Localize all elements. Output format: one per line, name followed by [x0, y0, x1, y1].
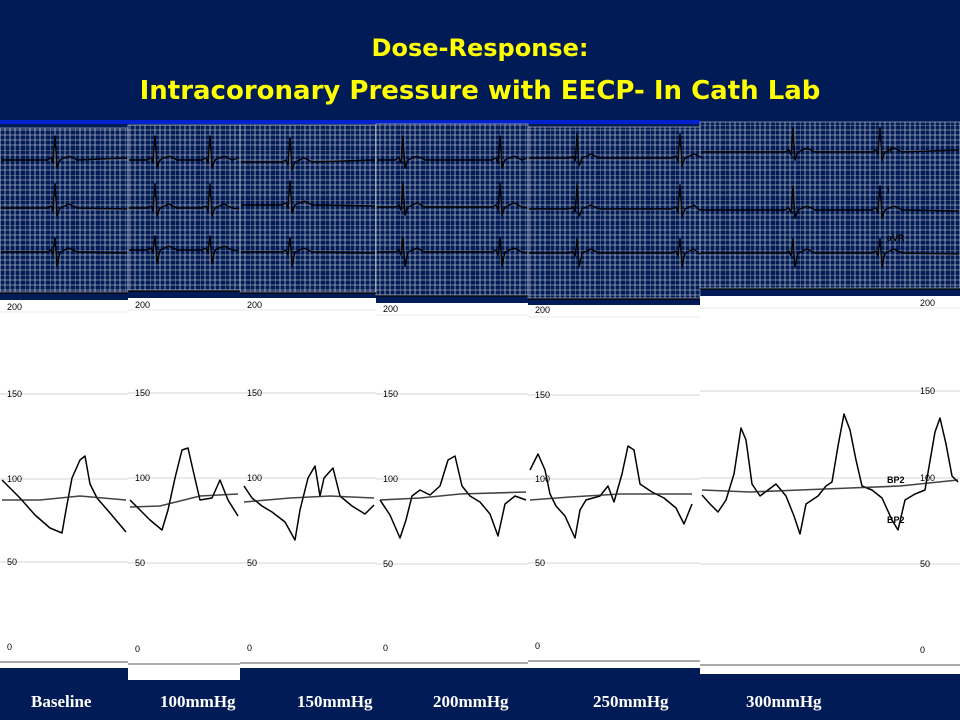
- mean-pressure-trace-4: [379, 491, 527, 501]
- scale-label-50: 50: [135, 558, 145, 568]
- pressure-panel: [376, 303, 528, 668]
- scale-label-100: 100: [383, 474, 398, 484]
- ecg-trace-3: [1, 235, 960, 268]
- scale-label-0: 0: [7, 642, 12, 652]
- scale-label-100: 100: [535, 474, 550, 484]
- ecg-panel: [376, 124, 528, 295]
- ecg-panel: [240, 125, 376, 292]
- pressure-trace-3: [243, 465, 375, 541]
- mean-pressure-trace-5: [529, 493, 692, 501]
- scale-label-0: 0: [247, 643, 252, 653]
- pressure-trace-6: [701, 413, 959, 535]
- ecg-lead-label-i: I: [887, 185, 890, 195]
- ecg-lead-label-ii: II: [887, 145, 892, 155]
- dose-label-bar: Baseline 100mmHg 150mmHg 200mmHg 250mmHg…: [0, 684, 960, 720]
- scale-label-50: 50: [7, 557, 17, 567]
- scale-label-150: 150: [7, 389, 22, 399]
- scale-label-100: 100: [7, 474, 22, 484]
- pressure-panel: [128, 298, 240, 680]
- dose-label-baseline: Baseline: [31, 692, 92, 711]
- dose-label-100: 100mmHg: [160, 692, 236, 711]
- scale-label-150: 150: [383, 389, 398, 399]
- pressure-trace-4: [379, 455, 527, 539]
- dose-label-300: 300mmHg: [746, 692, 822, 711]
- mean-pressure-trace-3: [243, 495, 375, 503]
- scale-label-100: 100: [247, 473, 262, 483]
- pressure-label-bp2-upper: BP2: [887, 475, 905, 485]
- tracing-waveforms: [1, 127, 960, 541]
- mean-pressure-trace-2: [129, 493, 239, 508]
- header-divider: [0, 120, 700, 124]
- ecg-lead-label-avr: aVR: [887, 233, 905, 243]
- pressure-panel: [528, 305, 700, 668]
- scale-label-200: 200: [247, 300, 262, 310]
- slide-header: Dose-Response: Intracoronary Pressure wi…: [0, 0, 960, 120]
- pressure-trace-1: [1, 455, 127, 534]
- scale-label-0: 0: [135, 644, 140, 654]
- scale-label-150: 150: [135, 388, 150, 398]
- pressure-panel: [700, 296, 960, 674]
- scale-label-150: 150: [247, 388, 262, 398]
- tracing-panels: [0, 121, 960, 680]
- ecg-panel-border: [699, 121, 960, 289]
- scale-label-100: 100: [920, 473, 935, 483]
- scale-label-200: 200: [535, 305, 550, 315]
- dose-label-250: 250mmHg: [593, 692, 669, 711]
- pressure-panel: [0, 300, 128, 668]
- pressure-trace-2: [129, 447, 239, 531]
- scale-label-150: 150: [920, 386, 935, 396]
- ecg-trace-2: [1, 180, 960, 219]
- scale-label-0: 0: [535, 641, 540, 651]
- tracing-labels: 200 150 100 50 0 200 150 100 50 0 200 150 100 50 0 200 1…: [7, 145, 935, 655]
- mean-pressure-trace-6: [701, 479, 959, 493]
- scale-label-200: 200: [7, 302, 22, 312]
- scale-label-200: 200: [920, 298, 935, 308]
- mean-pressure-trace-1: [2, 495, 127, 501]
- slide-title-line-2: Intracoronary Pressure with EECP- In Cat…: [139, 76, 821, 106]
- ecg-panel: [528, 127, 700, 298]
- scale-label-100: 100: [135, 473, 150, 483]
- scale-label-200: 200: [383, 304, 398, 314]
- scale-label-50: 50: [247, 558, 257, 568]
- scale-label-50: 50: [920, 559, 930, 569]
- ecg-panel: [0, 128, 128, 292]
- scale-label-0: 0: [383, 643, 388, 653]
- dose-label-150: 150mmHg: [297, 692, 373, 711]
- scale-label-0: 0: [920, 645, 925, 655]
- ecg-trace-1: [1, 127, 960, 171]
- scale-label-200: 200: [135, 300, 150, 310]
- dose-label-200: 200mmHg: [433, 692, 509, 711]
- scale-label-150: 150: [535, 390, 550, 400]
- scale-label-50: 50: [535, 558, 545, 568]
- scale-label-50: 50: [383, 559, 393, 569]
- ecg-panel: [700, 122, 960, 288]
- pressure-panel: [240, 298, 376, 668]
- pressure-label-bp2-lower: BP2: [887, 515, 905, 525]
- slide-title-line-1: Dose-Response:: [371, 34, 589, 62]
